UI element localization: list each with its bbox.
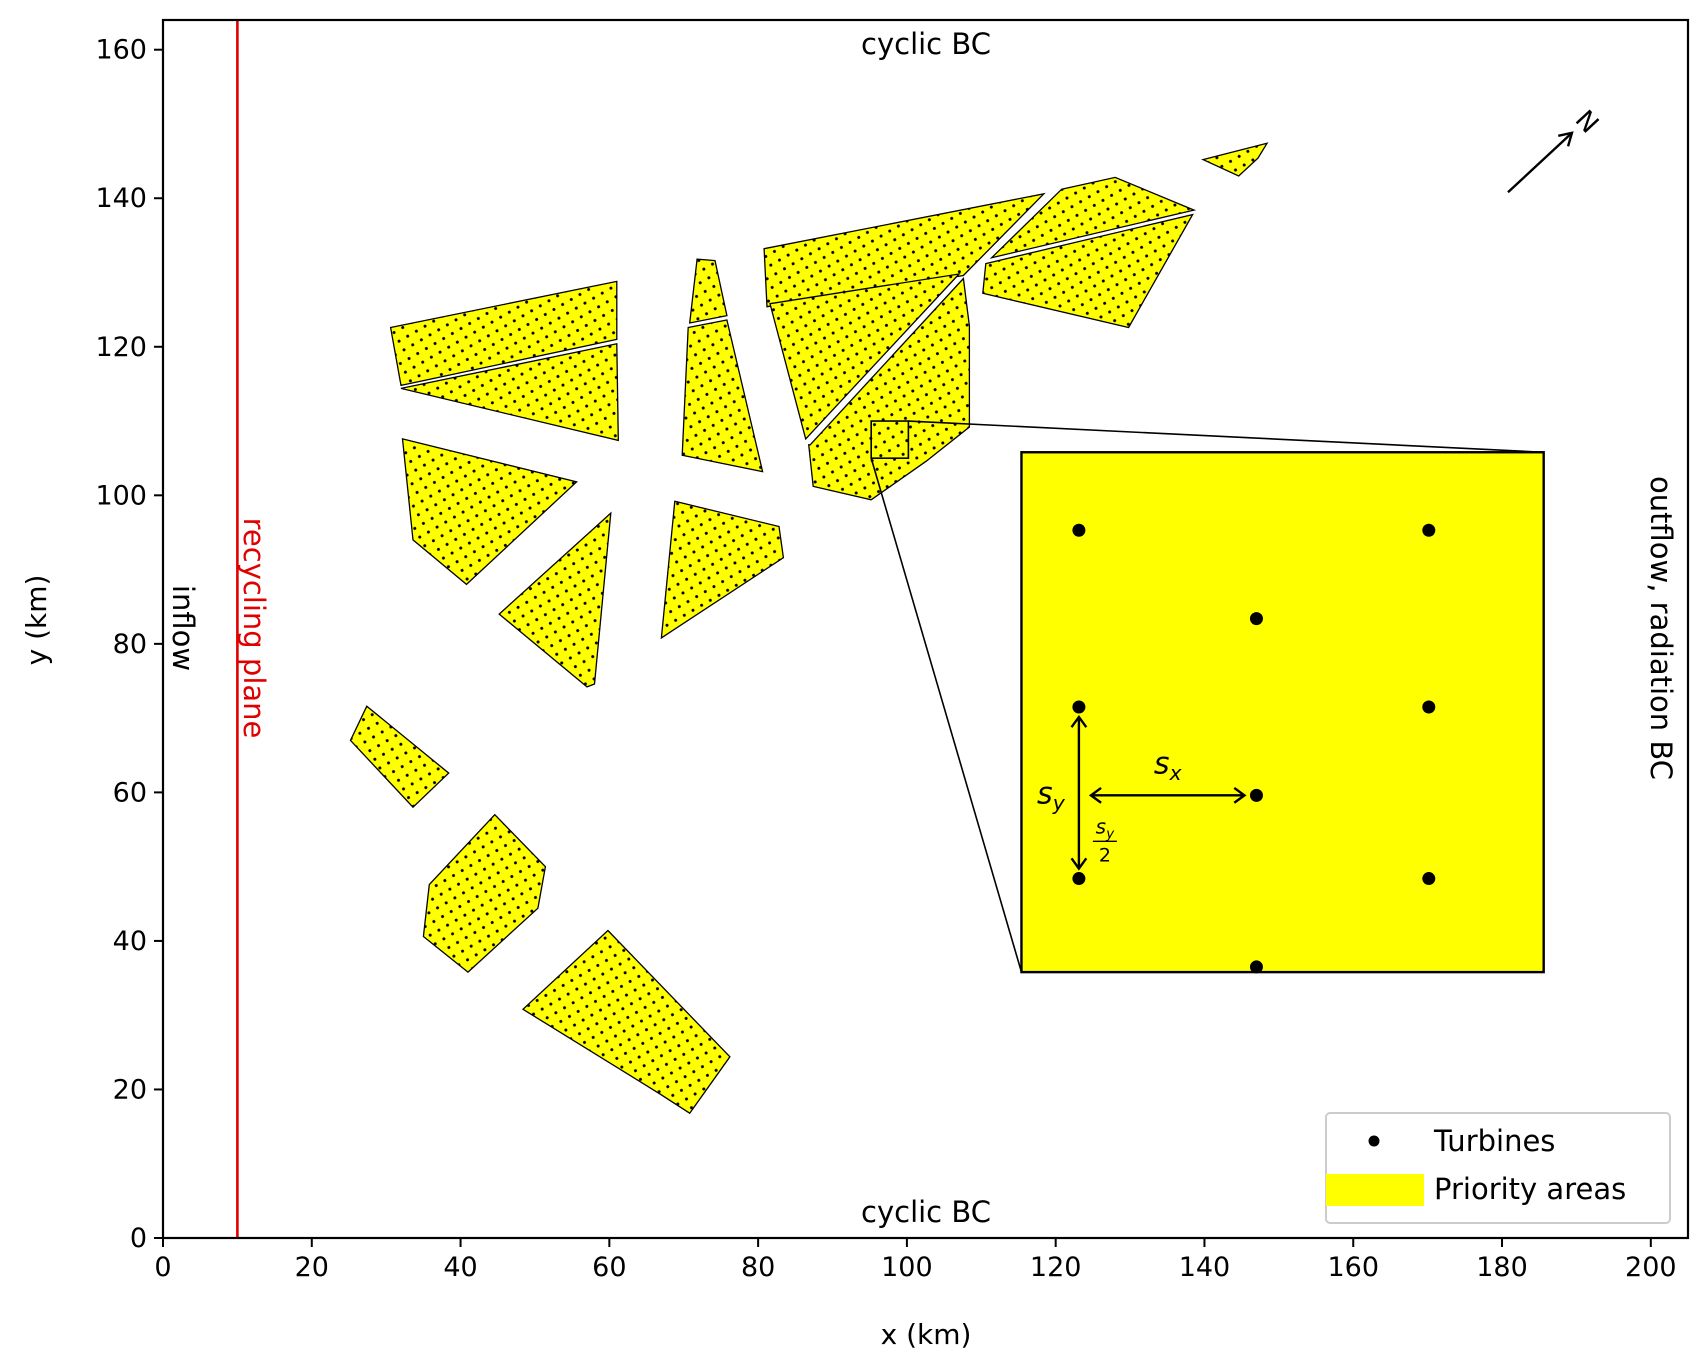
recycling-plane-label: recycling plane	[237, 518, 271, 739]
priority-area	[521, 929, 731, 1115]
y-axis-ticks: 0 20 40 60 80 100 120 140 160	[95, 35, 163, 1254]
inset-box	[1020, 451, 1545, 974]
priority-area	[769, 273, 961, 441]
sy-arrow-head	[1070, 714, 1088, 728]
priority-area	[389, 280, 618, 387]
turbine-marker	[1249, 788, 1263, 802]
y-tick-label: 80	[113, 629, 147, 660]
north-arrow: N	[1507, 105, 1604, 194]
sy-label: sy	[1037, 776, 1066, 815]
priority-areas	[349, 142, 1269, 1115]
priority-area	[498, 511, 612, 688]
turbine-marker	[1422, 700, 1436, 714]
x-tick-label: 160	[1327, 1252, 1379, 1283]
north-label: N	[1569, 105, 1604, 140]
priority-area	[688, 258, 728, 324]
legend-priority-label: Priority areas	[1434, 1172, 1626, 1206]
x-axis-title: x (km)	[881, 1318, 972, 1351]
plot-frame	[161, 18, 1690, 1240]
legend-turbines-label: Turbines	[1433, 1124, 1555, 1158]
x-tick-label: 0	[154, 1252, 171, 1283]
y-tick-label: 120	[95, 332, 147, 363]
priority-area	[807, 277, 971, 501]
top-bc-label: cyclic BC	[861, 27, 991, 61]
zoom-indicator	[870, 420, 1544, 973]
turbine-marker	[1422, 872, 1436, 886]
y-tick-label: 20	[113, 1074, 147, 1105]
x-tick-label: 80	[741, 1252, 775, 1283]
legend: Turbines Priority areas	[1325, 1112, 1671, 1224]
y-tick-label: 140	[95, 183, 147, 214]
priority-area	[660, 500, 785, 640]
y-tick-label: 0	[130, 1223, 147, 1254]
inset-panel: sy sx sy 2	[1020, 451, 1545, 974]
priority-area	[989, 176, 1197, 259]
turbine-marker	[1249, 960, 1263, 974]
priority-area	[401, 438, 578, 586]
zoom-box	[870, 420, 910, 459]
x-tick-label: 180	[1476, 1252, 1528, 1283]
x-tick-label: 140	[1179, 1252, 1231, 1283]
priority-area	[400, 343, 619, 442]
y-axis-title: y (km)	[20, 575, 53, 666]
turbine-marker	[1422, 523, 1436, 537]
x-tick-label: 20	[295, 1252, 329, 1283]
x-tick-label: 100	[881, 1252, 933, 1283]
sy-arrow-head	[1070, 857, 1088, 871]
priority-area	[422, 813, 547, 973]
x-tick-label: 120	[1030, 1252, 1082, 1283]
zoom-connector-bottom	[870, 457, 1023, 973]
priority-area	[982, 213, 1194, 329]
inflow-label: inflow	[166, 585, 200, 671]
x-tick-label: 60	[592, 1252, 626, 1283]
y-tick-label: 100	[95, 480, 147, 511]
legend-turbine-marker	[1368, 1135, 1380, 1147]
north-arrow-head	[1558, 131, 1574, 147]
priority-area	[763, 192, 1046, 308]
sx-label: sx	[1154, 746, 1183, 785]
north-arrow-shaft	[1507, 132, 1573, 194]
bottom-bc-label: cyclic BC	[861, 1195, 991, 1229]
half-sy-denominator: 2	[1099, 844, 1111, 866]
y-tick-label: 60	[113, 777, 147, 808]
x-tick-label: 200	[1625, 1252, 1677, 1283]
priority-area	[349, 705, 450, 809]
turbine-marker	[1072, 523, 1086, 537]
y-tick-label: 40	[113, 926, 147, 957]
legend-priority-swatch	[1326, 1174, 1424, 1206]
turbine-marker	[1249, 612, 1263, 626]
half-sy-numerator: sy	[1096, 814, 1115, 841]
y-tick-label: 160	[95, 35, 147, 66]
x-axis-ticks: 0 20 40 60 80 100 120 140 160 180 200	[154, 1238, 1677, 1283]
outflow-bc-label: outflow, radiation BC	[1644, 476, 1678, 780]
sx-arrow-head	[1233, 786, 1247, 804]
sx-arrow-head	[1088, 786, 1102, 804]
priority-area	[1201, 142, 1269, 177]
x-tick-label: 40	[443, 1252, 477, 1283]
turbine-marker	[1072, 700, 1086, 714]
turbine-marker	[1072, 872, 1086, 886]
zoom-connector-top	[908, 420, 1544, 454]
priority-area	[681, 319, 764, 473]
